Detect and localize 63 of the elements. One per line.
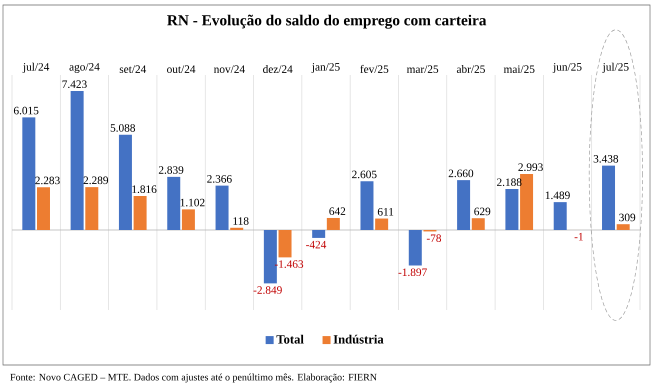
bar (360, 181, 374, 230)
bar (167, 176, 180, 230)
bar (375, 218, 388, 230)
bar (408, 230, 422, 266)
x-tick-label: jul/24 (22, 62, 50, 73)
legend-label: Indústria (334, 334, 384, 344)
x-tick-label: nov/24 (214, 65, 245, 73)
chart-title: RN - Evolução do saldo do emprego com carteira (167, 14, 486, 29)
data-label: 6.015 (14, 106, 38, 114)
bar (505, 189, 518, 230)
x-tick-label: mar/25 (406, 65, 438, 73)
bar (118, 134, 132, 230)
x-tick-label: set/24 (120, 65, 146, 73)
source-note: Fonte: Novo CAGED – MTE. Dados com ajustes até o penúltimo mês. Elaboração: FIERN (10, 373, 377, 383)
data-label: 5.088 (110, 124, 136, 132)
bar (326, 218, 340, 230)
bar (312, 230, 326, 238)
data-label: 1.816 (132, 185, 156, 194)
data-label: -78 (426, 234, 442, 242)
bar (216, 186, 229, 230)
data-label: 2.839 (158, 166, 184, 174)
bar (278, 230, 292, 258)
bar (85, 187, 98, 230)
bar (182, 209, 195, 230)
data-label: -1.897 (398, 268, 427, 276)
data-label: 7.423 (62, 80, 87, 88)
x-tick-label: out/24 (167, 65, 196, 73)
x-tick-label: jan/25 (312, 63, 340, 73)
bar (616, 224, 630, 230)
data-label: -424 (306, 240, 326, 248)
data-label: 2.283 (35, 176, 60, 184)
x-tick-label: ago/24 (69, 63, 100, 73)
data-label: 2.289 (84, 176, 108, 184)
data-label: 309 (619, 214, 636, 222)
bar (520, 174, 534, 230)
bar (554, 202, 567, 230)
data-label: 1.489 (546, 192, 570, 200)
data-label: 2.660 (448, 170, 474, 178)
x-tick-label: jul/25 (602, 62, 629, 73)
bar (472, 218, 485, 230)
data-label: 118 (233, 217, 249, 225)
x-tick-label: abr/25 (456, 65, 485, 73)
bar (70, 90, 84, 230)
data-label: 2.366 (207, 175, 232, 183)
legend-label: Total (276, 334, 304, 344)
data-label: 1.102 (180, 198, 204, 206)
data-label: 3.438 (594, 155, 618, 163)
data-label: 642 (329, 207, 346, 216)
data-label: -2.849 (254, 286, 282, 294)
data-label: 2.993 (518, 163, 543, 172)
bar (36, 187, 50, 230)
data-label: -1 (574, 232, 583, 240)
bar (22, 117, 36, 230)
x-tick-label: jun/25 (552, 63, 582, 73)
x-tick-label: fev/25 (360, 64, 388, 73)
data-label: 629 (474, 208, 490, 216)
bar (602, 166, 616, 230)
data-label: 611 (378, 208, 394, 216)
x-tick-label: mai/25 (504, 65, 534, 73)
x-tick-label: dez/24 (263, 65, 293, 73)
bar (134, 196, 147, 230)
data-label: 2.605 (352, 170, 377, 178)
bar (457, 180, 470, 230)
